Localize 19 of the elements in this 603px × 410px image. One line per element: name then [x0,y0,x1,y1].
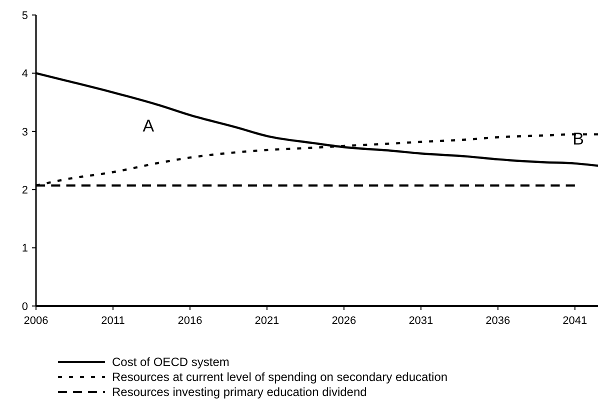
y-tick-label: 2 [22,184,28,196]
x-tick-label: 2016 [178,315,202,327]
legend-label: Resources at current level of spending on secondary education [112,370,448,384]
y-tick-label: 5 [22,10,28,22]
x-tick-label: 2011 [101,315,125,327]
y-tick-label: 1 [22,242,28,255]
x-tick-label: 2026 [332,315,356,327]
x-tick-label: 2041 [562,315,588,327]
y-tick-label: 3 [22,126,28,138]
x-tick-label: 2021 [254,315,280,327]
x-tick-label: 2036 [486,315,510,327]
annotation: A [142,116,155,136]
y-tick-label: 0 [22,300,28,313]
legend-label: Cost of OECD system [112,355,230,370]
legend-label: Resources investing primary education dividend [112,385,367,400]
x-tick-label: 2031 [408,315,434,327]
y-tick-label: 4 [22,68,28,80]
annotation: B [572,129,584,148]
x-tick-label: 2006 [24,315,48,327]
